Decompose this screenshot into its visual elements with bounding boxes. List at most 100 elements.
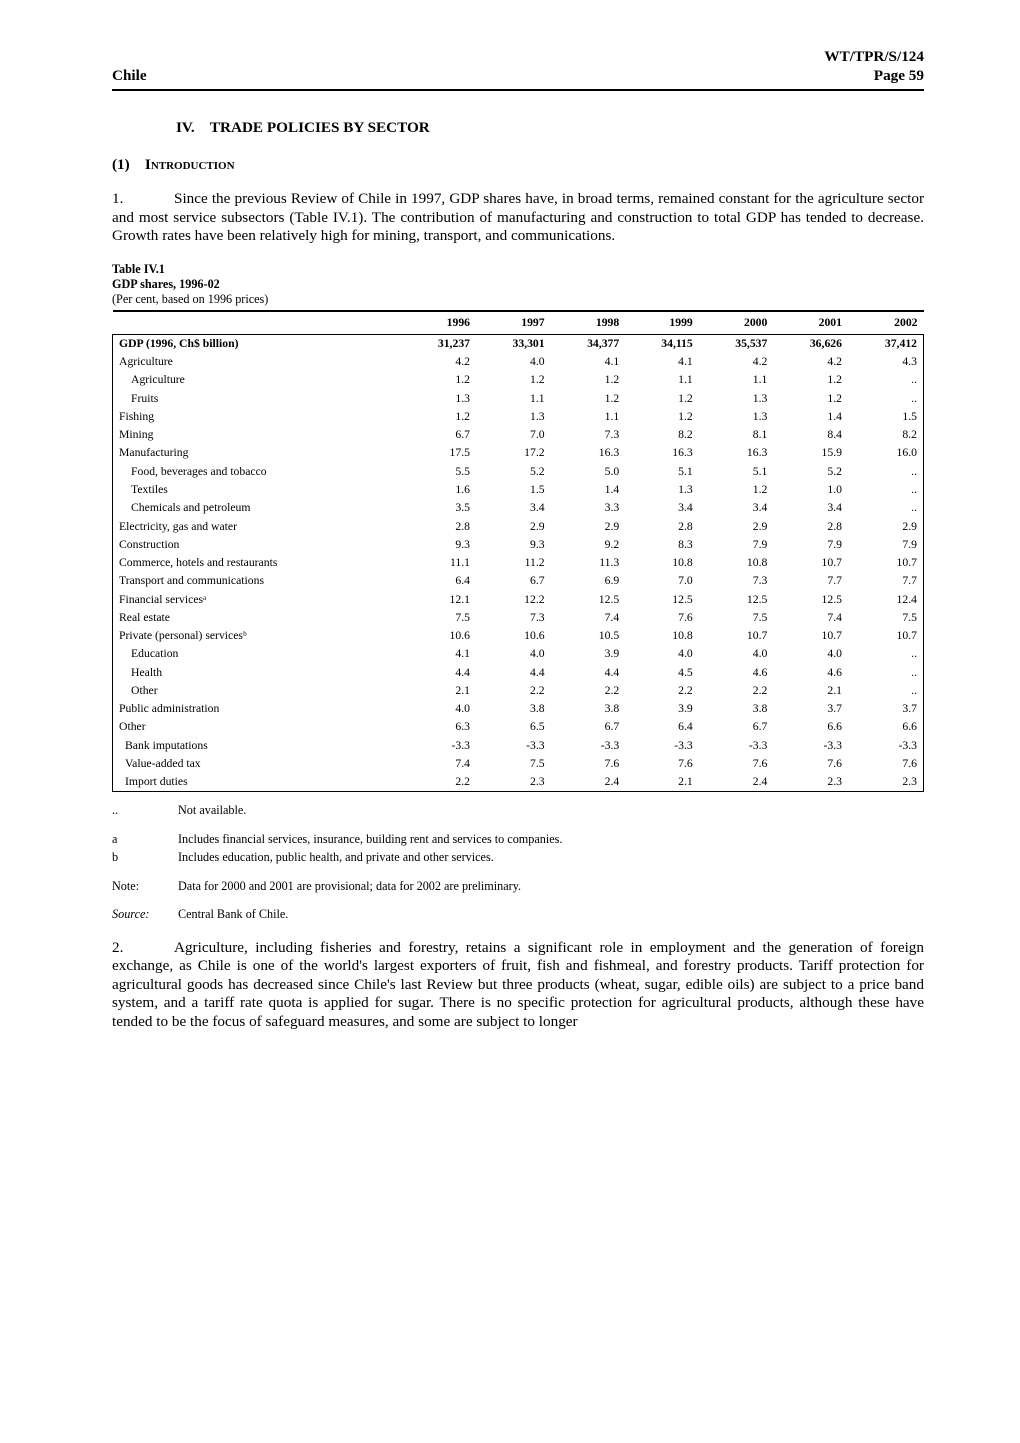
cell-value: -3.3 xyxy=(773,737,848,755)
cell-value: 3.4 xyxy=(699,499,774,517)
cell-value: 2.9 xyxy=(848,518,924,536)
row-label: Construction xyxy=(113,536,402,554)
cell-value: 7.9 xyxy=(848,536,924,554)
cell-value: -3.3 xyxy=(551,737,626,755)
table-notes: .. Not available. a Includes financial s… xyxy=(112,802,924,922)
cell-value: -3.3 xyxy=(625,737,699,755)
cell-value: 1.3 xyxy=(699,408,774,426)
cell-value: .. xyxy=(848,682,924,700)
table-row: Transport and communications6.46.76.97.0… xyxy=(113,572,924,590)
table-row: Value-added tax7.47.57.67.67.67.67.6 xyxy=(113,755,924,773)
cell-value: 3.8 xyxy=(476,700,551,718)
cell-value: 10.5 xyxy=(551,627,626,645)
row-label: Commerce, hotels and restaurants xyxy=(113,554,402,572)
cell-value: 8.2 xyxy=(848,426,924,444)
table-header-row: 1996 1997 1998 1999 2000 2001 2002 xyxy=(113,311,924,335)
row-label: Food, beverages and tobacco xyxy=(113,463,402,481)
cell-value: 2.1 xyxy=(625,773,699,792)
cell-value: 12.1 xyxy=(401,591,476,609)
row-label: Chemicals and petroleum xyxy=(113,499,402,517)
cell-value: 10.7 xyxy=(848,627,924,645)
cell-value: 8.2 xyxy=(625,426,699,444)
cell-value: 34,115 xyxy=(625,334,699,353)
table-row: Education4.14.03.94.04.04.0.. xyxy=(113,645,924,663)
cell-value: 2.8 xyxy=(401,518,476,536)
subsection-heading: (1) Introduction xyxy=(112,156,924,175)
col-header: 1996 xyxy=(401,311,476,335)
note-row: a Includes financial services, insurance… xyxy=(112,831,924,847)
cell-value: 1.3 xyxy=(401,390,476,408)
cell-value: 7.3 xyxy=(551,426,626,444)
cell-value: 37,412 xyxy=(848,334,924,353)
cell-value: 33,301 xyxy=(476,334,551,353)
cell-value: 2.3 xyxy=(848,773,924,792)
cell-value: 4.4 xyxy=(401,664,476,682)
cell-value: 7.0 xyxy=(625,572,699,590)
cell-value: 8.3 xyxy=(625,536,699,554)
note-row: Note: Data for 2000 and 2001 are provisi… xyxy=(112,878,924,894)
cell-value: 7.6 xyxy=(625,609,699,627)
row-label: Transport and communications xyxy=(113,572,402,590)
table-row: Construction9.39.39.28.37.97.97.9 xyxy=(113,536,924,554)
cell-value: 7.7 xyxy=(773,572,848,590)
cell-value: 1.1 xyxy=(476,390,551,408)
row-label: Education xyxy=(113,645,402,663)
cell-value: 16.0 xyxy=(848,444,924,462)
cell-value: 7.7 xyxy=(848,572,924,590)
cell-value: 7.5 xyxy=(476,755,551,773)
cell-value: 9.3 xyxy=(476,536,551,554)
col-header: 1998 xyxy=(551,311,626,335)
cell-value: 7.5 xyxy=(699,609,774,627)
cell-value: 16.3 xyxy=(699,444,774,462)
cell-value: 1.5 xyxy=(848,408,924,426)
cell-value: 1.1 xyxy=(699,371,774,389)
cell-value: -3.3 xyxy=(848,737,924,755)
cell-value: 4.0 xyxy=(699,645,774,663)
cell-value: 7.9 xyxy=(699,536,774,554)
cell-value: 6.4 xyxy=(401,572,476,590)
cell-value: 34,377 xyxy=(551,334,626,353)
cell-value: 4.6 xyxy=(699,664,774,682)
col-header: 1999 xyxy=(625,311,699,335)
cell-value: 10.8 xyxy=(699,554,774,572)
row-label: Mining xyxy=(113,426,402,444)
cell-value: 7.6 xyxy=(699,755,774,773)
cell-value: 6.7 xyxy=(476,572,551,590)
row-label: Bank imputations xyxy=(113,737,402,755)
note-row: .. Not available. xyxy=(112,802,924,818)
row-label: Fishing xyxy=(113,408,402,426)
header-left: Chile xyxy=(112,67,147,86)
cell-value: 1.4 xyxy=(551,481,626,499)
cell-value: 4.0 xyxy=(625,645,699,663)
cell-value: 7.6 xyxy=(848,755,924,773)
doc-code: WT/TPR/S/124 xyxy=(824,48,924,67)
cell-value: 6.9 xyxy=(551,572,626,590)
row-label: Financial servicesᵃ xyxy=(113,591,402,609)
cell-value: 4.0 xyxy=(476,353,551,371)
table-row: Bank imputations-3.3-3.3-3.3-3.3-3.3-3.3… xyxy=(113,737,924,755)
cell-value: 4.2 xyxy=(773,353,848,371)
cell-value: 5.5 xyxy=(401,463,476,481)
table-row: Fruits1.31.11.21.21.31.2.. xyxy=(113,390,924,408)
cell-value: 7.5 xyxy=(401,609,476,627)
cell-value: 1.2 xyxy=(401,371,476,389)
table-row: Mining6.77.07.38.28.18.48.2 xyxy=(113,426,924,444)
cell-value: 1.2 xyxy=(625,408,699,426)
cell-value: 11.1 xyxy=(401,554,476,572)
cell-value: .. xyxy=(848,390,924,408)
cell-value: 10.8 xyxy=(625,627,699,645)
table-row: Health4.44.44.44.54.64.6.. xyxy=(113,664,924,682)
header-blank xyxy=(113,311,402,335)
para-text: Agriculture, including fisheries and for… xyxy=(112,939,924,1030)
table-row: Chemicals and petroleum3.53.43.33.43.43.… xyxy=(113,499,924,517)
cell-value: 1.2 xyxy=(401,408,476,426)
cell-value: 3.9 xyxy=(551,645,626,663)
cell-value: 2.8 xyxy=(773,518,848,536)
cell-value: 10.7 xyxy=(773,554,848,572)
cell-value: 3.8 xyxy=(551,700,626,718)
cell-value: 11.3 xyxy=(551,554,626,572)
cell-value: 4.1 xyxy=(551,353,626,371)
note-key: .. xyxy=(112,802,178,818)
cell-value: 5.1 xyxy=(625,463,699,481)
row-label: Real estate xyxy=(113,609,402,627)
